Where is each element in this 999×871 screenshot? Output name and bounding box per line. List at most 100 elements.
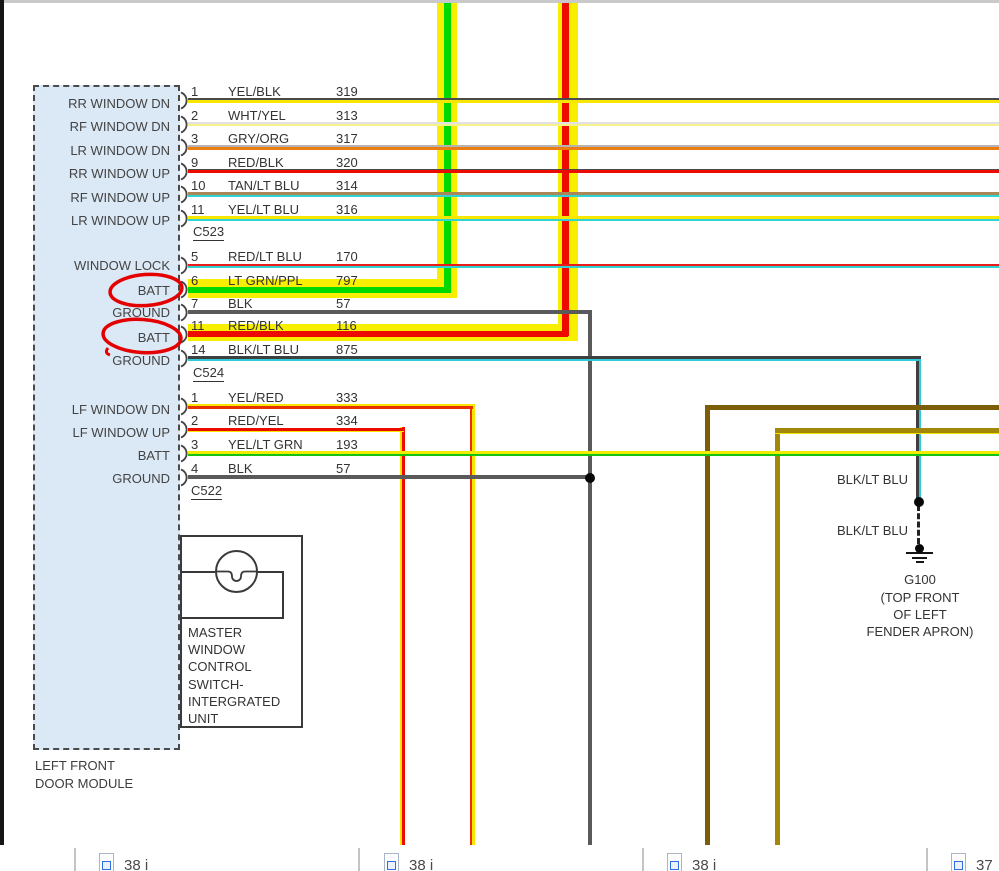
wire-yelred-333-row-yel	[188, 404, 473, 406]
wire-yelred-333-vertical-red	[470, 404, 472, 845]
page-doc-icon[interactable]	[99, 853, 114, 871]
pin-bracket-icon	[180, 444, 187, 462]
ground-location-line1: (TOP FRONT	[880, 590, 960, 605]
wire-gryorg-317-row-gry	[188, 145, 999, 147]
ground-bar-2	[912, 556, 927, 559]
left-border-line	[0, 0, 4, 845]
module-pin-label: GROUND	[112, 353, 170, 368]
pin-number: 5	[191, 249, 199, 264]
wire-brown-row	[705, 405, 999, 410]
wire-color-label: YEL/RED	[228, 390, 284, 405]
switch-label-line4: SWITCH-	[188, 676, 244, 692]
pin-bracket-icon	[180, 138, 187, 156]
circuit-number: 797	[336, 273, 358, 288]
ground-dashed-wire	[916, 505, 920, 544]
thumbnail-separator	[926, 848, 928, 871]
pin-bracket-icon	[180, 91, 187, 109]
ground-id: G100	[904, 572, 936, 587]
circuit-number: 319	[336, 84, 358, 99]
ground-wire-color-label: BLK/LT BLU	[836, 523, 908, 538]
pin-number: 3	[191, 437, 199, 452]
page-thumbnail-label[interactable]: 37	[976, 857, 993, 871]
thumbnail-separator	[642, 848, 644, 871]
module-pin-label: WINDOW LOCK	[73, 258, 170, 273]
wire-yelltgrn-193-row-yel	[188, 451, 999, 454]
page-thumbnail-label[interactable]: 38 i	[409, 857, 434, 871]
module-pin-label: RF WINDOW UP	[70, 190, 170, 205]
circuit-number: 313	[336, 108, 358, 123]
connector-label-c522: C522	[191, 483, 223, 500]
page-thumbnail-label[interactable]: 38 i	[692, 857, 717, 871]
ground-dot	[914, 543, 924, 553]
circuit-number: 875	[336, 342, 358, 357]
wire-redyel-334-row-red	[188, 427, 404, 431]
wire-gryorg-317-row-org	[188, 147, 999, 150]
wire-yelltgrn-193-row-ltgrn	[188, 453, 999, 456]
wire-redblk-116-row	[188, 331, 568, 337]
wire-whtyel-313-row-wht	[188, 122, 999, 124]
page-doc-icon[interactable]	[667, 853, 682, 871]
connector-label-c524: C524	[193, 365, 225, 382]
wire-yelltblu-316-row-ltblu	[188, 218, 999, 221]
lamp-loop-vertical	[282, 570, 284, 619]
pin-number: 11	[191, 318, 205, 333]
circuit-number: 116	[336, 318, 357, 333]
page-doc-icon[interactable]	[384, 853, 399, 871]
wire-brown-vertical	[705, 405, 710, 845]
pin-bracket-icon	[180, 115, 187, 133]
wire-redblk-320-row-red	[188, 170, 999, 173]
page-thumbnail-label[interactable]: 38 i	[124, 857, 149, 871]
pin-bracket-icon	[180, 349, 187, 367]
ground-bar-3	[916, 560, 924, 563]
door-module-box	[33, 85, 180, 750]
thumbnail-separator	[358, 848, 360, 871]
junction-dot-blk57	[585, 473, 595, 483]
wire-blk-57-c524-row	[188, 310, 590, 314]
circuit-number: 170	[336, 249, 358, 264]
pin-bracket-icon	[180, 256, 187, 274]
ground-bar-1	[906, 551, 933, 554]
wire-color-label: BLK	[228, 296, 253, 311]
wire-color-label: RED/YEL	[228, 413, 284, 428]
wire-color-label: RED/BLK	[228, 318, 284, 333]
wire-color-label: GRY/ORG	[228, 131, 290, 146]
wire-color-label: YEL/BLK	[228, 84, 281, 99]
wire-yelblk-319-row-yel	[188, 100, 999, 103]
wire-color-label: YEL/LT BLU	[228, 202, 300, 217]
module-pin-label: BATT	[137, 330, 170, 345]
pin-number: 9	[191, 155, 199, 170]
module-pin-label: RR WINDOW UP	[68, 166, 170, 181]
pin-number: 1	[191, 390, 199, 405]
wire-tanltblu-314-row-tan	[188, 192, 999, 195]
circuit-number: 334	[336, 413, 358, 428]
module-caption-line2: DOOR MODULE	[35, 776, 134, 791]
wire-blk-57-c522-row	[188, 475, 590, 479]
lamp-icon	[215, 550, 258, 593]
ground-location-line2: OF LEFT	[893, 607, 947, 622]
module-pin-label: RR WINDOW DN	[68, 96, 170, 111]
pin-number: 14	[191, 342, 206, 357]
circuit-number: 193	[336, 437, 358, 452]
pin-number: 2	[191, 108, 199, 123]
circuit-number: 57	[336, 461, 351, 476]
module-pin-label: LF WINDOW UP	[72, 425, 171, 440]
wire-dkyel-vertical	[775, 428, 780, 845]
page-doc-icon[interactable]	[951, 853, 966, 871]
ground-wire-color-label: BLK/LT BLU	[836, 472, 908, 487]
pin-bracket-icon	[180, 468, 187, 486]
lamp-lead-right	[257, 570, 284, 573]
pin-bracket-icon	[180, 420, 187, 438]
module-caption-line1: LEFT FRONT	[35, 758, 115, 773]
wire-yelblk-319-row-blk	[188, 98, 999, 100]
wire-redyel-334-vertical-yel	[400, 427, 402, 845]
switch-label-line5: INTERGRATED	[188, 694, 281, 709]
connector-label-c523: C523	[193, 224, 225, 241]
pin-number: 2	[191, 413, 199, 428]
ground-location-line3: FENDER APRON)	[866, 624, 974, 639]
pin-number: 1	[191, 84, 199, 99]
wire-yelred-333-row-red	[188, 406, 473, 409]
wire-color-label: LT GRN/PPL	[228, 273, 303, 288]
wire-blkltblu-875-row-ltblu	[188, 358, 921, 361]
pin-bracket-icon	[180, 162, 187, 180]
